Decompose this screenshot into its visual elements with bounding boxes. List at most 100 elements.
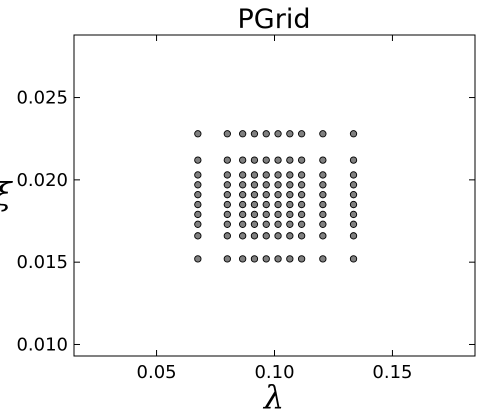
data-point [286, 255, 294, 263]
data-point [319, 255, 327, 263]
y-axis-label: ξ [0, 175, 13, 213]
data-point [223, 255, 231, 263]
data-point [239, 232, 247, 240]
y-axis-ticks: 0.010 0.015 0.020 0.025 [16, 88, 475, 355]
data-point [239, 130, 247, 138]
data-point [286, 156, 294, 164]
data-point [250, 130, 259, 138]
data-point [262, 191, 270, 199]
data-point [349, 200, 358, 209]
x-tick-label: 0.05 [137, 362, 177, 383]
data-point [319, 200, 327, 209]
data-point [297, 156, 306, 164]
data-point [239, 220, 247, 228]
data-point [239, 191, 247, 199]
x-axis-label: λ [262, 378, 284, 416]
data-point [250, 171, 259, 179]
data-point [250, 210, 259, 219]
data-point [319, 171, 327, 179]
data-point [194, 220, 202, 228]
data-point [349, 255, 358, 263]
data-point [223, 220, 231, 228]
data-point [286, 171, 294, 179]
data-point [319, 191, 327, 199]
data-point [319, 156, 327, 164]
data-point [239, 171, 247, 179]
data-point [297, 181, 306, 189]
data-point [250, 232, 259, 240]
data-point [223, 130, 231, 138]
data-point [250, 156, 259, 164]
data-point [262, 200, 270, 209]
data-point [297, 210, 306, 219]
data-point [250, 220, 259, 228]
data-point [349, 191, 358, 199]
data-points [194, 130, 358, 263]
data-point [274, 210, 282, 219]
data-point [239, 210, 247, 219]
data-point [286, 191, 294, 199]
data-point [239, 200, 247, 209]
chart-title: PGrid [238, 4, 311, 35]
data-point [286, 200, 294, 209]
data-point [274, 220, 282, 228]
data-point [274, 171, 282, 179]
y-tick-label: 0.010 [16, 334, 68, 355]
x-axis-ticks: 0.05 0.10 0.15 [137, 35, 412, 383]
data-point [194, 130, 202, 138]
data-point [262, 156, 270, 164]
data-point [239, 156, 247, 164]
data-point [250, 255, 259, 263]
data-point [262, 171, 270, 179]
data-point [194, 156, 202, 164]
data-point [286, 181, 294, 189]
y-tick-label: 0.020 [16, 170, 68, 191]
data-point [194, 181, 202, 189]
data-point [297, 200, 306, 209]
data-point [274, 200, 282, 209]
data-point [297, 232, 306, 240]
data-point [349, 210, 358, 219]
data-point [250, 191, 259, 199]
data-point [250, 181, 259, 189]
data-point [319, 210, 327, 219]
data-point [297, 255, 306, 263]
data-point [239, 181, 247, 189]
data-point [286, 220, 294, 228]
data-point [223, 200, 231, 209]
x-tick-label: 0.15 [372, 362, 412, 383]
data-point [194, 210, 202, 219]
data-point [194, 255, 202, 263]
data-point [286, 210, 294, 219]
data-point [349, 232, 358, 240]
data-point [319, 130, 327, 138]
data-point [286, 130, 294, 138]
data-point [239, 255, 247, 263]
data-point [349, 130, 358, 138]
data-point [194, 232, 202, 240]
data-point [262, 255, 270, 263]
data-point [319, 220, 327, 228]
data-point [274, 191, 282, 199]
data-point [286, 232, 294, 240]
data-point [223, 156, 231, 164]
data-point [262, 232, 270, 240]
data-point [297, 171, 306, 179]
data-point [223, 171, 231, 179]
data-point [297, 130, 306, 138]
data-point [223, 191, 231, 199]
y-tick-label: 0.015 [16, 252, 68, 273]
data-point [223, 210, 231, 219]
data-point [349, 156, 358, 164]
data-point [262, 181, 270, 189]
data-point [274, 156, 282, 164]
data-point [274, 232, 282, 240]
data-point [274, 181, 282, 189]
data-point [349, 220, 358, 228]
data-point [297, 220, 306, 228]
data-point [262, 210, 270, 219]
x-tick-label: 0.10 [254, 362, 294, 383]
data-point [194, 200, 202, 209]
data-point [194, 191, 202, 199]
